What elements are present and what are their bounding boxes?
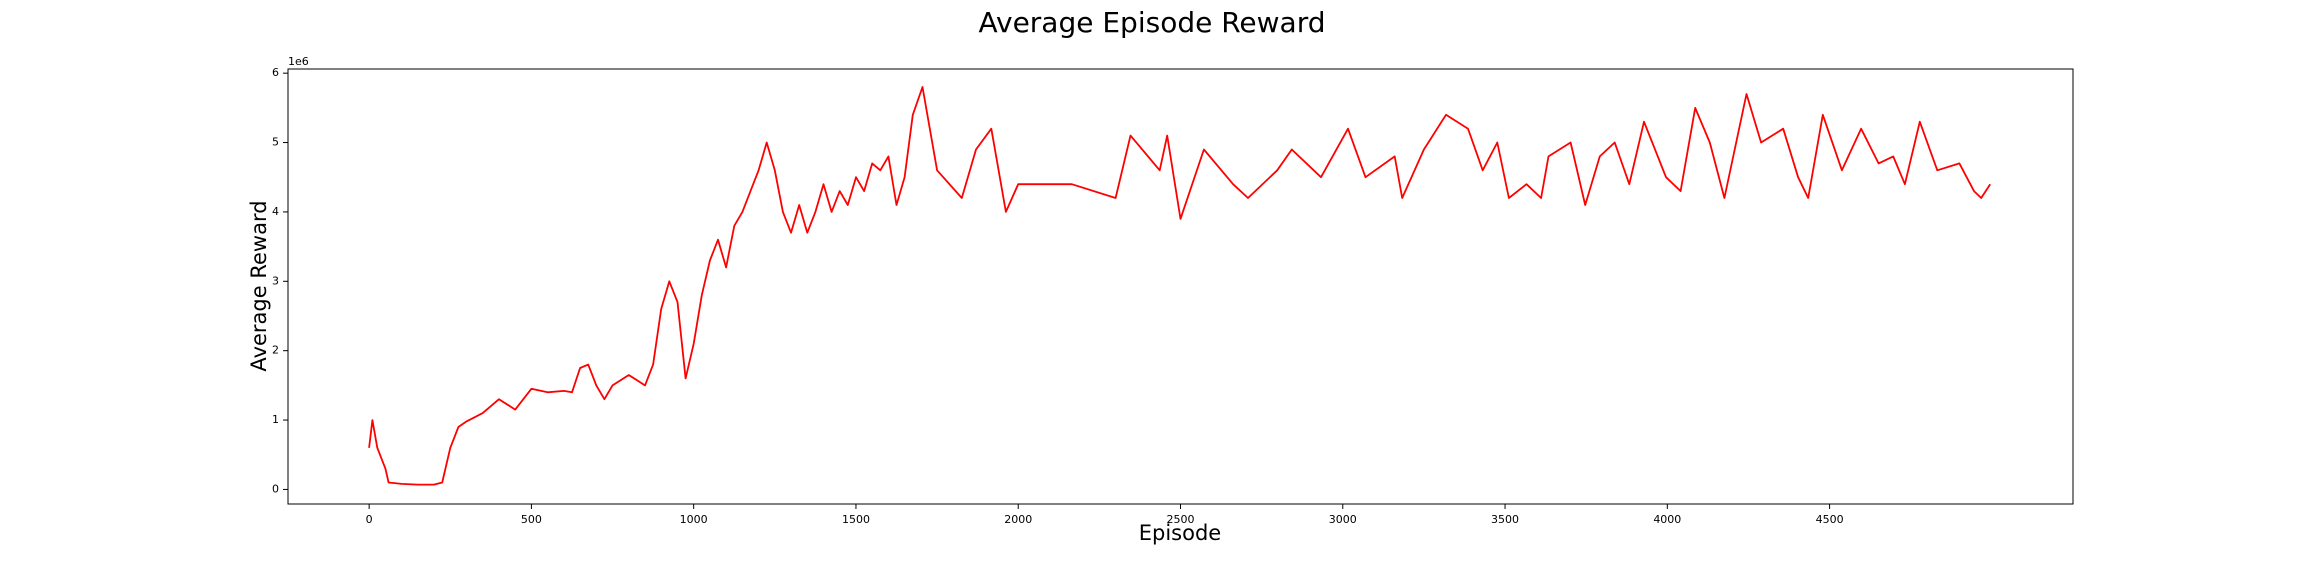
x-tick-label: 1500 [842, 513, 870, 526]
y-tick-label: 5 [272, 136, 279, 149]
chart-title: Average Episode Reward [978, 6, 1325, 39]
y-tick-label: 1 [272, 413, 279, 426]
data-line [368, 86, 1991, 486]
x-tick-label: 0 [366, 513, 373, 526]
x-tick-label: 2000 [1004, 513, 1032, 526]
x-axis-label: Episode [1139, 521, 1221, 545]
y-tick-label: 2 [272, 344, 279, 357]
x-tick-label: 4500 [1816, 513, 1844, 526]
x-tick-label: 2500 [1167, 513, 1195, 526]
y-axis-label: Average Reward [247, 200, 271, 371]
plot-frame [287, 68, 2074, 505]
x-tick-label: 1000 [680, 513, 708, 526]
y-offset-text: 1e6 [288, 55, 309, 68]
y-tick-label: 0 [272, 482, 279, 495]
y-tick-label: 4 [272, 205, 279, 218]
x-tick-label: 4000 [1653, 513, 1681, 526]
x-tick-label: 3000 [1329, 513, 1357, 526]
y-tick-label: 3 [272, 274, 279, 287]
y-tick-label: 6 [272, 66, 279, 79]
x-tick-label: 3500 [1491, 513, 1519, 526]
x-tick-label: 500 [521, 513, 542, 526]
